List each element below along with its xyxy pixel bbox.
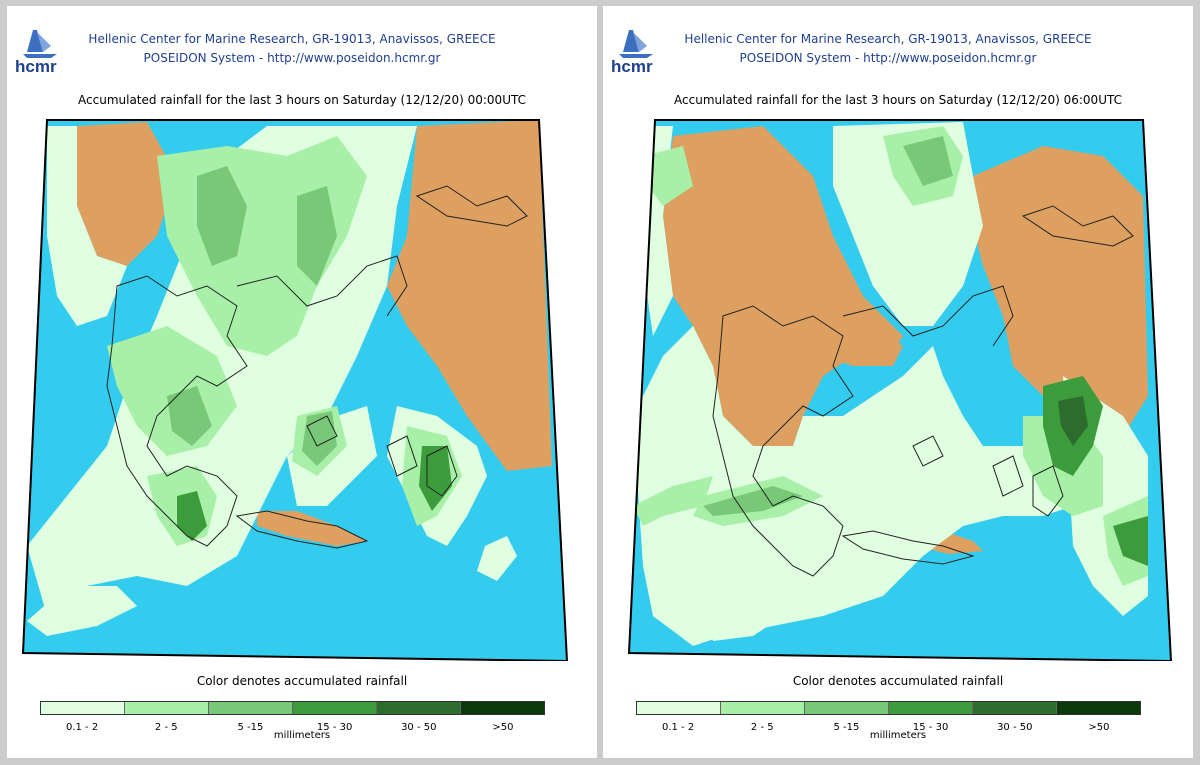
rainfall-map xyxy=(627,119,1173,661)
legend-labels: 0.1 - 2 2 - 5 5 -15 15 - 30 30 - 50 >50 xyxy=(40,722,545,736)
legend-label: >50 xyxy=(1088,722,1110,733)
legend-swatch xyxy=(637,702,721,714)
legend-label: 15 - 30 xyxy=(912,722,949,733)
rainfall-panel-0600utc: hcmr Hellenic Center for Marine Research… xyxy=(603,6,1193,758)
legend-swatch xyxy=(377,702,461,714)
legend-label: 30 - 50 xyxy=(401,722,437,733)
ship-sail-icon xyxy=(623,30,639,52)
legend-units: millimeters xyxy=(273,730,331,741)
logo-text: hcmr xyxy=(611,57,653,74)
legend-units: millimeters xyxy=(869,730,927,741)
legend-swatch xyxy=(1057,702,1140,714)
legend-caption: Color denotes accumulated rainfall xyxy=(792,674,1004,688)
legend-swatch xyxy=(973,702,1057,714)
legend-label: 30 - 50 xyxy=(997,722,1033,733)
rainfall-panel-0000utc: hcmr Hellenic Center for Marine Research… xyxy=(7,6,597,758)
legend-caption: Color denotes accumulated rainfall xyxy=(196,674,408,688)
legend-swatch xyxy=(461,702,544,714)
legend-swatch xyxy=(293,702,377,714)
map-border xyxy=(21,119,569,661)
legend-swatch xyxy=(209,702,293,714)
legend-swatch xyxy=(721,702,805,714)
light-rain-area xyxy=(633,326,1073,646)
legend-label: 15 - 30 xyxy=(316,722,353,733)
legend-label: 0.1 - 2 xyxy=(661,722,695,733)
turkey-dry-land xyxy=(387,120,552,471)
hcmr-logo: hcmr xyxy=(15,30,57,74)
legend-label: 0.1 - 2 xyxy=(65,722,99,733)
system-header: POSEIDON System - http://www.poseidon.hc… xyxy=(739,51,1037,65)
legend-swatch xyxy=(125,702,209,714)
institution-header: Hellenic Center for Marine Research, GR-… xyxy=(88,32,496,46)
coastlines xyxy=(106,185,528,549)
institution-header: Hellenic Center for Marine Research, GR-… xyxy=(684,32,1092,46)
map-title: Accumulated rainfall for the last 3 hour… xyxy=(674,93,1122,107)
logo-text: hcmr xyxy=(15,57,57,74)
rainfall-map xyxy=(21,119,569,661)
legend-label: 5 -15 xyxy=(833,722,860,733)
map-border xyxy=(627,119,1173,661)
legend-swatch xyxy=(41,702,125,714)
legend-label: 5 -15 xyxy=(237,722,264,733)
ship-sail-icon xyxy=(27,30,43,52)
dry-land-area xyxy=(663,126,903,446)
legend-label: >50 xyxy=(492,722,514,733)
heavy-rain-area xyxy=(197,166,247,266)
legend-swatch xyxy=(889,702,973,714)
legend-label: 2 - 5 xyxy=(154,722,178,733)
legend-color-bar xyxy=(40,701,545,715)
legend-label: 2 - 5 xyxy=(750,722,774,733)
system-header: POSEIDON System - http://www.poseidon.hc… xyxy=(143,51,441,65)
legend-labels: 0.1 - 2 2 - 5 5 -15 15 - 30 30 - 50 >50 xyxy=(636,722,1141,736)
legend-color-bar xyxy=(636,701,1141,715)
hcmr-logo: hcmr xyxy=(611,30,653,74)
legend-swatch xyxy=(805,702,889,714)
coastlines xyxy=(712,205,1134,577)
map-title: Accumulated rainfall for the last 3 hour… xyxy=(78,93,526,107)
